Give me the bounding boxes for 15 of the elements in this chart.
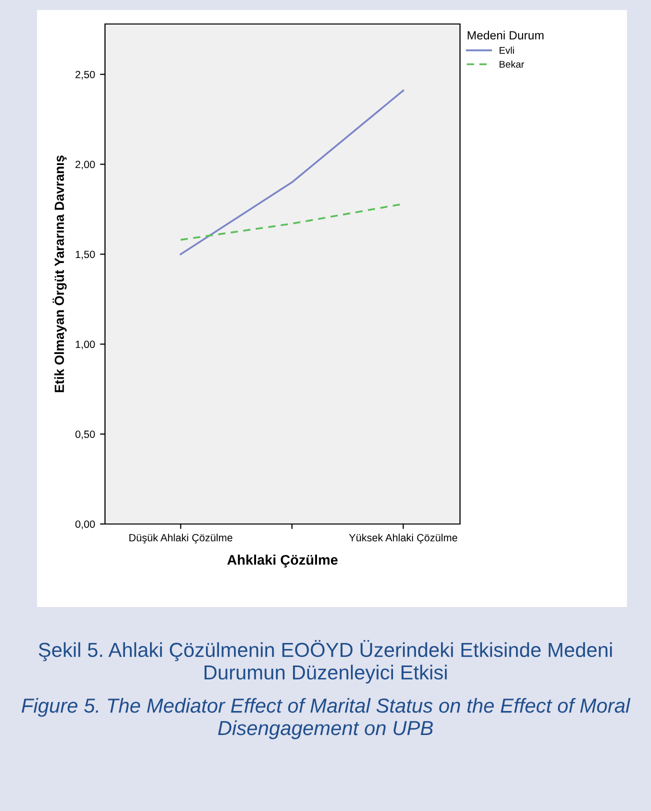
y-tick-label: 2,00 bbox=[76, 160, 95, 170]
legend-label: Evli bbox=[500, 46, 514, 54]
x-axis-title: Ahklaki Çözülme bbox=[227, 554, 338, 568]
legend-title: Medeni Durum bbox=[468, 30, 544, 40]
y-tick-label: 1,00 bbox=[76, 340, 95, 350]
legend-label: Bekar bbox=[500, 60, 524, 68]
caption: Figure 5. The Mediator Effect of Marital Status on the Effect of Moral Disengagement on UPB bbox=[22, 698, 630, 740]
x-tick-label: Düşük Ahlaki Çözülme bbox=[129, 534, 232, 544]
y-tick-label: 0,00 bbox=[75, 520, 95, 530]
y-tick-label: 1,50 bbox=[76, 250, 95, 260]
y-axis-title: Etik Olmayan Örgüt Yararına Davranış bbox=[52, 155, 67, 392]
y-tick-label: 2,50 bbox=[76, 70, 95, 80]
text: Şekil 5. Ahlaki Çözülmenin EOÖYD Üzerindeki Etkisinde Medeni Durumun Düzenleyici Etkisi bbox=[38, 640, 612, 684]
x-tick-label: Yüksek Ahlaki Çözülme bbox=[349, 534, 458, 544]
y-tick-label: 0,50 bbox=[75, 430, 95, 440]
